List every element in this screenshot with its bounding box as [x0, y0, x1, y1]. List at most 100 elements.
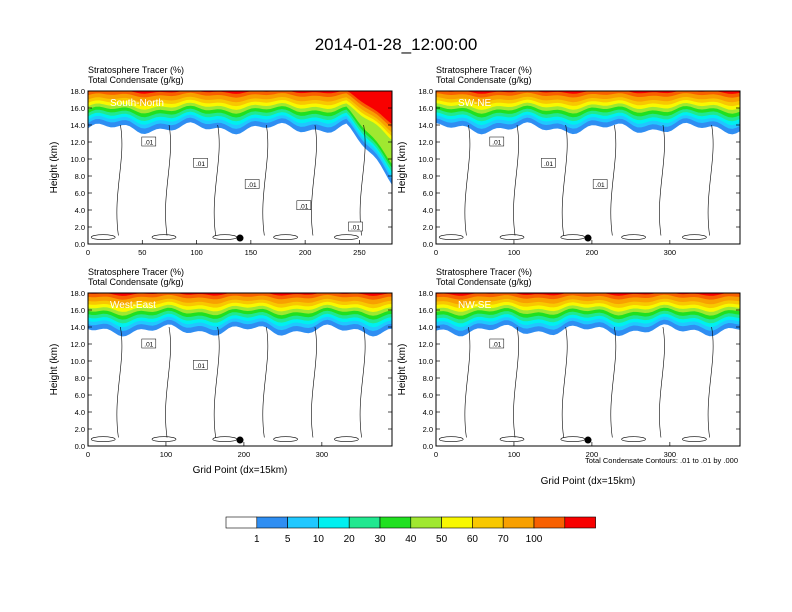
condensate-contour — [151, 234, 177, 240]
contour-label-box — [193, 158, 208, 168]
panel-name: NW-SE — [458, 300, 491, 311]
x-tick-label: 200 — [586, 248, 599, 257]
x-tick-label: 200 — [238, 450, 251, 459]
contour-label: .01 — [492, 140, 501, 147]
condensate-contour — [151, 436, 177, 443]
colorbar-label: 60 — [467, 534, 479, 545]
y-tick-label: 18.0 — [418, 289, 433, 298]
condensate-contour — [116, 124, 123, 236]
location-marker — [584, 436, 592, 444]
y-tick-label: 6.0 — [423, 391, 433, 400]
condensate-contour — [212, 436, 238, 443]
x-tick-label: 300 — [664, 248, 677, 257]
panel-west-east: .01 .01 0.0 2.0 4.0 6.0 8.0 10.0 12.0 14.0 16.0 18.… — [49, 267, 393, 459]
colorbar-swatch — [564, 516, 596, 529]
y-tick-label: 10.0 — [70, 357, 85, 366]
condensate-contour — [165, 326, 171, 438]
y-tick-label: 16.0 — [418, 104, 433, 113]
contour-note: Total Condensate Contours: .01 to .01 by… — [585, 456, 738, 465]
tracer-band — [88, 293, 392, 300]
colorbar-label: 1 — [254, 534, 260, 545]
condensate-contour — [311, 326, 317, 438]
field-label-tracer: Stratosphere Tracer (%) — [88, 267, 184, 277]
colorbar-label: 10 — [313, 534, 325, 545]
y-tick-label: 18.0 — [418, 87, 433, 96]
condensate-contour — [513, 326, 519, 438]
condensate-contour — [610, 124, 617, 236]
colorbar-label: 50 — [436, 534, 448, 545]
y-tick-label: 10.0 — [418, 357, 433, 366]
x-tick-label: 100 — [508, 248, 521, 257]
y-tick-label: 18.0 — [70, 289, 85, 298]
condensate-contour — [273, 436, 298, 443]
colorbar-label: 20 — [344, 534, 356, 545]
tracer-band — [88, 91, 392, 165]
contour-label-box — [193, 360, 208, 370]
condensate-contour — [561, 124, 568, 236]
condensate-contour — [561, 326, 568, 438]
colorbar-swatch — [502, 516, 535, 529]
y-tick-label: 18.0 — [70, 87, 85, 96]
contour-label: .01 — [196, 161, 205, 168]
condensate-contour — [262, 124, 269, 236]
condensate-contour — [213, 326, 220, 438]
contour-label-box — [489, 136, 505, 147]
condensate-contour — [90, 234, 116, 240]
panels: .01 .01 .01 .01 .01 0.0 2.0 4.0 6.0 8.0 10.0 12.0 14… — [49, 65, 741, 459]
x-tick-label: 200 — [586, 450, 599, 459]
tracer-band — [88, 91, 392, 137]
y-tick-label: 8.0 — [75, 172, 85, 181]
colorbar-swatch — [379, 516, 412, 529]
contour-label-box — [592, 179, 608, 189]
condensate-contour — [682, 436, 707, 443]
location-marker — [584, 234, 592, 242]
plot-frame — [87, 292, 393, 447]
colorbar-label: 5 — [285, 534, 291, 545]
x-tick-label: 100 — [508, 450, 521, 459]
field-label-tracer: Stratosphere Tracer (%) — [436, 65, 532, 75]
x-tick-label: 150 — [245, 248, 258, 257]
panel-nw-se: .01 0.0 2.0 4.0 6.0 8.0 10.0 12.0 14.0 16.0 18.0 0 1… — [397, 267, 741, 459]
condensate-contour — [560, 436, 586, 443]
contour-label-box — [348, 221, 363, 232]
colorbar-label: 30 — [374, 534, 386, 545]
condensate-contour — [659, 124, 665, 236]
colorbar-swatch — [348, 516, 381, 529]
y-tick-label: 14.0 — [70, 323, 85, 332]
colorbar-label: 100 — [526, 534, 543, 545]
field-label-condensate: Total Condensate (g/kg) — [88, 277, 184, 287]
condensate-contour — [499, 436, 525, 443]
y-tick-label: 8.0 — [75, 374, 85, 383]
field-label-condensate: Total Condensate (g/kg) — [436, 75, 532, 85]
y-axis-label: Height (km) — [49, 344, 60, 396]
main-title: 2014-01-28_12:00:00 — [315, 35, 478, 54]
condensate-contour — [334, 234, 359, 240]
y-tick-label: 14.0 — [70, 121, 85, 130]
y-tick-label: 10.0 — [70, 155, 85, 164]
y-tick-label: 0.0 — [75, 240, 85, 249]
x-tick-label: 0 — [86, 248, 90, 257]
condensate-contour — [311, 124, 317, 236]
colorbar-swatch — [410, 516, 442, 529]
contour-label: .01 — [248, 182, 257, 189]
y-tick-label: 12.0 — [418, 340, 433, 349]
colorbar-swatch — [533, 516, 566, 529]
y-tick-label: 8.0 — [423, 172, 433, 181]
tracer-band — [88, 293, 392, 296]
panel-name: West-East — [110, 300, 156, 311]
x-tick-label: 100 — [190, 248, 203, 257]
x-tick-label: 0 — [86, 450, 90, 459]
contour-label-box — [141, 338, 157, 349]
plot-frame — [87, 90, 393, 245]
y-tick-label: 16.0 — [418, 306, 433, 315]
field-label-tracer: Stratosphere Tracer (%) — [436, 267, 532, 277]
condensate-contour — [359, 326, 366, 438]
x-axis-label-right: Grid Point (dx=15km) — [541, 476, 636, 487]
y-tick-label: 6.0 — [423, 189, 433, 198]
y-tick-label: 0.0 — [75, 442, 85, 451]
condensate-contour — [499, 234, 525, 240]
y-tick-label: 12.0 — [70, 340, 85, 349]
condensate-contour — [165, 124, 171, 236]
y-tick-label: 4.0 — [75, 408, 85, 417]
contour-label: .01 — [492, 342, 501, 349]
